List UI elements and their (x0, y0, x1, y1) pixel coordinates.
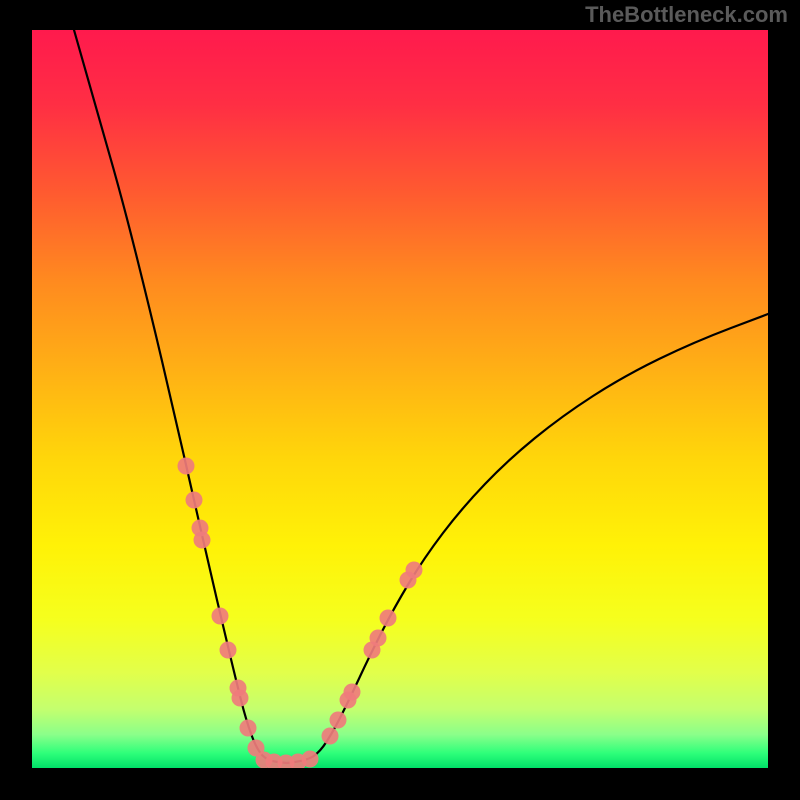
watermark-text: TheBottleneck.com (585, 2, 788, 28)
data-marker (302, 751, 319, 768)
data-marker (194, 532, 211, 549)
plot-area (32, 30, 768, 768)
data-marker (406, 562, 423, 579)
data-marker (370, 630, 387, 647)
data-marker (178, 458, 195, 475)
data-marker (186, 492, 203, 509)
data-marker (220, 642, 237, 659)
data-marker (232, 690, 249, 707)
data-marker (212, 608, 229, 625)
marker-group (178, 458, 423, 769)
data-marker (240, 720, 257, 737)
data-marker (330, 712, 347, 729)
chart-svg (32, 30, 768, 768)
data-marker (344, 684, 361, 701)
bottleneck-curve-left (74, 30, 287, 763)
data-marker (380, 610, 397, 627)
data-marker (322, 728, 339, 745)
